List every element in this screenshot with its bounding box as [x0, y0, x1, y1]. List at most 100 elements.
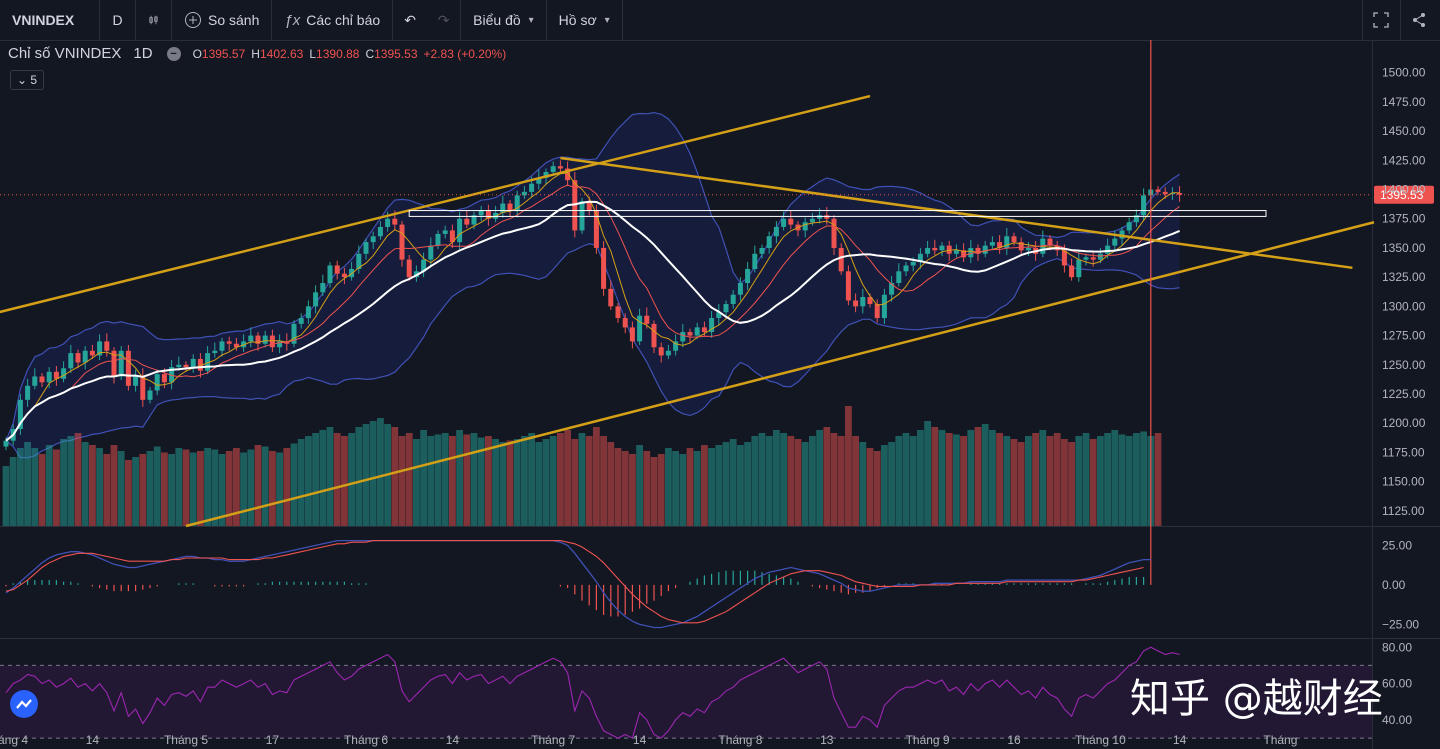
volume-bar: [614, 448, 622, 526]
candle-body: [399, 224, 405, 260]
volume-bar: [542, 439, 550, 526]
candle-body: [464, 218, 470, 225]
candle-body: [1155, 189, 1161, 192]
candle-body: [442, 230, 448, 234]
macd-signal-line: [5, 540, 1144, 624]
volume-bar: [103, 454, 111, 526]
symbol-search-button[interactable]: VNINDEX: [0, 0, 100, 40]
volume-bar: [369, 421, 377, 526]
candle-body: [363, 242, 369, 254]
candle-body: [975, 247, 981, 254]
indicators-label: Các chỉ báo: [306, 12, 381, 28]
volume-bar: [737, 445, 744, 526]
price-tick-label: 1475.00: [1382, 95, 1426, 109]
time-tick-label: 16: [1007, 733, 1021, 747]
volume-bar: [110, 445, 118, 526]
candle-body: [197, 358, 203, 371]
minus-icon[interactable]: −: [166, 46, 181, 61]
candle-body: [1018, 242, 1024, 251]
candle-body: [428, 245, 434, 260]
chart-legend: Chỉ số VNINDEX 1D − O1395.57 H1402.63 L1…: [8, 45, 512, 62]
volume-bar: [974, 427, 982, 526]
volume-bar: [549, 436, 557, 526]
chart-style-button[interactable]: [136, 0, 172, 40]
volume-bar: [67, 436, 75, 526]
profile-menu[interactable]: Hồ sơ ▾: [547, 0, 623, 40]
volume-bar: [1154, 433, 1162, 526]
candle-body: [536, 177, 542, 184]
share-button[interactable]: [1400, 0, 1437, 40]
candle-body: [658, 347, 664, 356]
interval-button[interactable]: D: [100, 0, 136, 40]
candle-body: [241, 341, 247, 348]
candle-body: [262, 335, 268, 344]
candle-body: [46, 371, 52, 383]
candle-body: [874, 304, 880, 319]
tradingview-logo[interactable]: [10, 690, 38, 718]
price-tick-label: 1500.00: [1382, 66, 1426, 80]
legend-high-key: H: [251, 46, 260, 61]
volume-bar: [650, 457, 658, 526]
last-price-tag: [1374, 185, 1434, 204]
price-tick-label: 1275.00: [1382, 329, 1426, 343]
candle-body: [1004, 236, 1010, 248]
chart-type-menu[interactable]: Biểu đồ ▾: [461, 0, 547, 40]
candle-body: [701, 327, 707, 333]
volume-bar: [420, 430, 427, 526]
candle-body: [550, 166, 556, 173]
resistance-zone-box: [408, 210, 1267, 217]
price-chart[interactable]: 1395.531500.001475.001450.001425.001400.…: [0, 40, 1440, 749]
candle-body: [716, 312, 722, 319]
volume-bar: [665, 448, 672, 526]
volume-bar: [1061, 439, 1068, 526]
rsi-tick-label: 40.00: [1382, 713, 1412, 727]
fx-icon: ƒx: [284, 11, 301, 29]
volume-bar: [679, 454, 687, 526]
volume-bar: [74, 433, 82, 526]
volume-bar: [917, 430, 924, 526]
price-tick-label: 1150.00: [1382, 475, 1425, 489]
price-tick-label: 1400.00: [1382, 183, 1426, 197]
undo-button[interactable]: ↶: [393, 0, 427, 40]
volume-bar: [24, 442, 31, 526]
time-tick-label: 14: [86, 733, 100, 747]
compare-button[interactable]: So sánh: [172, 0, 273, 40]
volume-bar: [283, 448, 291, 526]
volume-bar: [261, 446, 269, 526]
candle-body: [601, 247, 607, 289]
candle-body: [997, 242, 1003, 248]
volume-bar: [729, 439, 737, 526]
pane-divider: [0, 638, 1440, 639]
volume-bar: [2, 466, 10, 526]
macd-tick-label: 0.00: [1382, 578, 1406, 592]
candle-body: [277, 341, 283, 348]
candle-body: [219, 341, 225, 351]
volume-bar: [499, 442, 507, 526]
legend-low-value: 1390.88: [316, 46, 360, 61]
indicators-button[interactable]: ƒx Các chỉ báo: [272, 0, 394, 40]
candle-body: [298, 318, 304, 324]
bollinger-upper-line: [5, 111, 1180, 441]
volume-bar: [240, 452, 247, 526]
candle-body: [1169, 193, 1175, 195]
candle-body: [781, 218, 787, 227]
candle-body: [752, 253, 758, 269]
volume-bar: [722, 442, 730, 526]
interval-label: D: [112, 12, 123, 28]
collapse-count: 5: [30, 73, 38, 87]
volume-bar: [837, 436, 845, 526]
legend-low-key: L: [309, 46, 317, 61]
candle-body: [1119, 230, 1125, 239]
price-tick-label: 1325.00: [1382, 270, 1426, 284]
volume-bar: [441, 433, 449, 526]
volume-bar: [117, 451, 125, 526]
candle-body: [939, 245, 945, 251]
indicators-collapse-button[interactable]: ⌄ 5: [10, 70, 45, 90]
candles-icon: [149, 15, 158, 25]
volume-bar: [456, 430, 463, 526]
candle-body: [226, 341, 232, 344]
redo-button[interactable]: ↷: [427, 0, 462, 40]
fullscreen-button[interactable]: [1362, 0, 1399, 40]
candle-body: [860, 297, 866, 307]
volume-bar: [1075, 436, 1083, 526]
